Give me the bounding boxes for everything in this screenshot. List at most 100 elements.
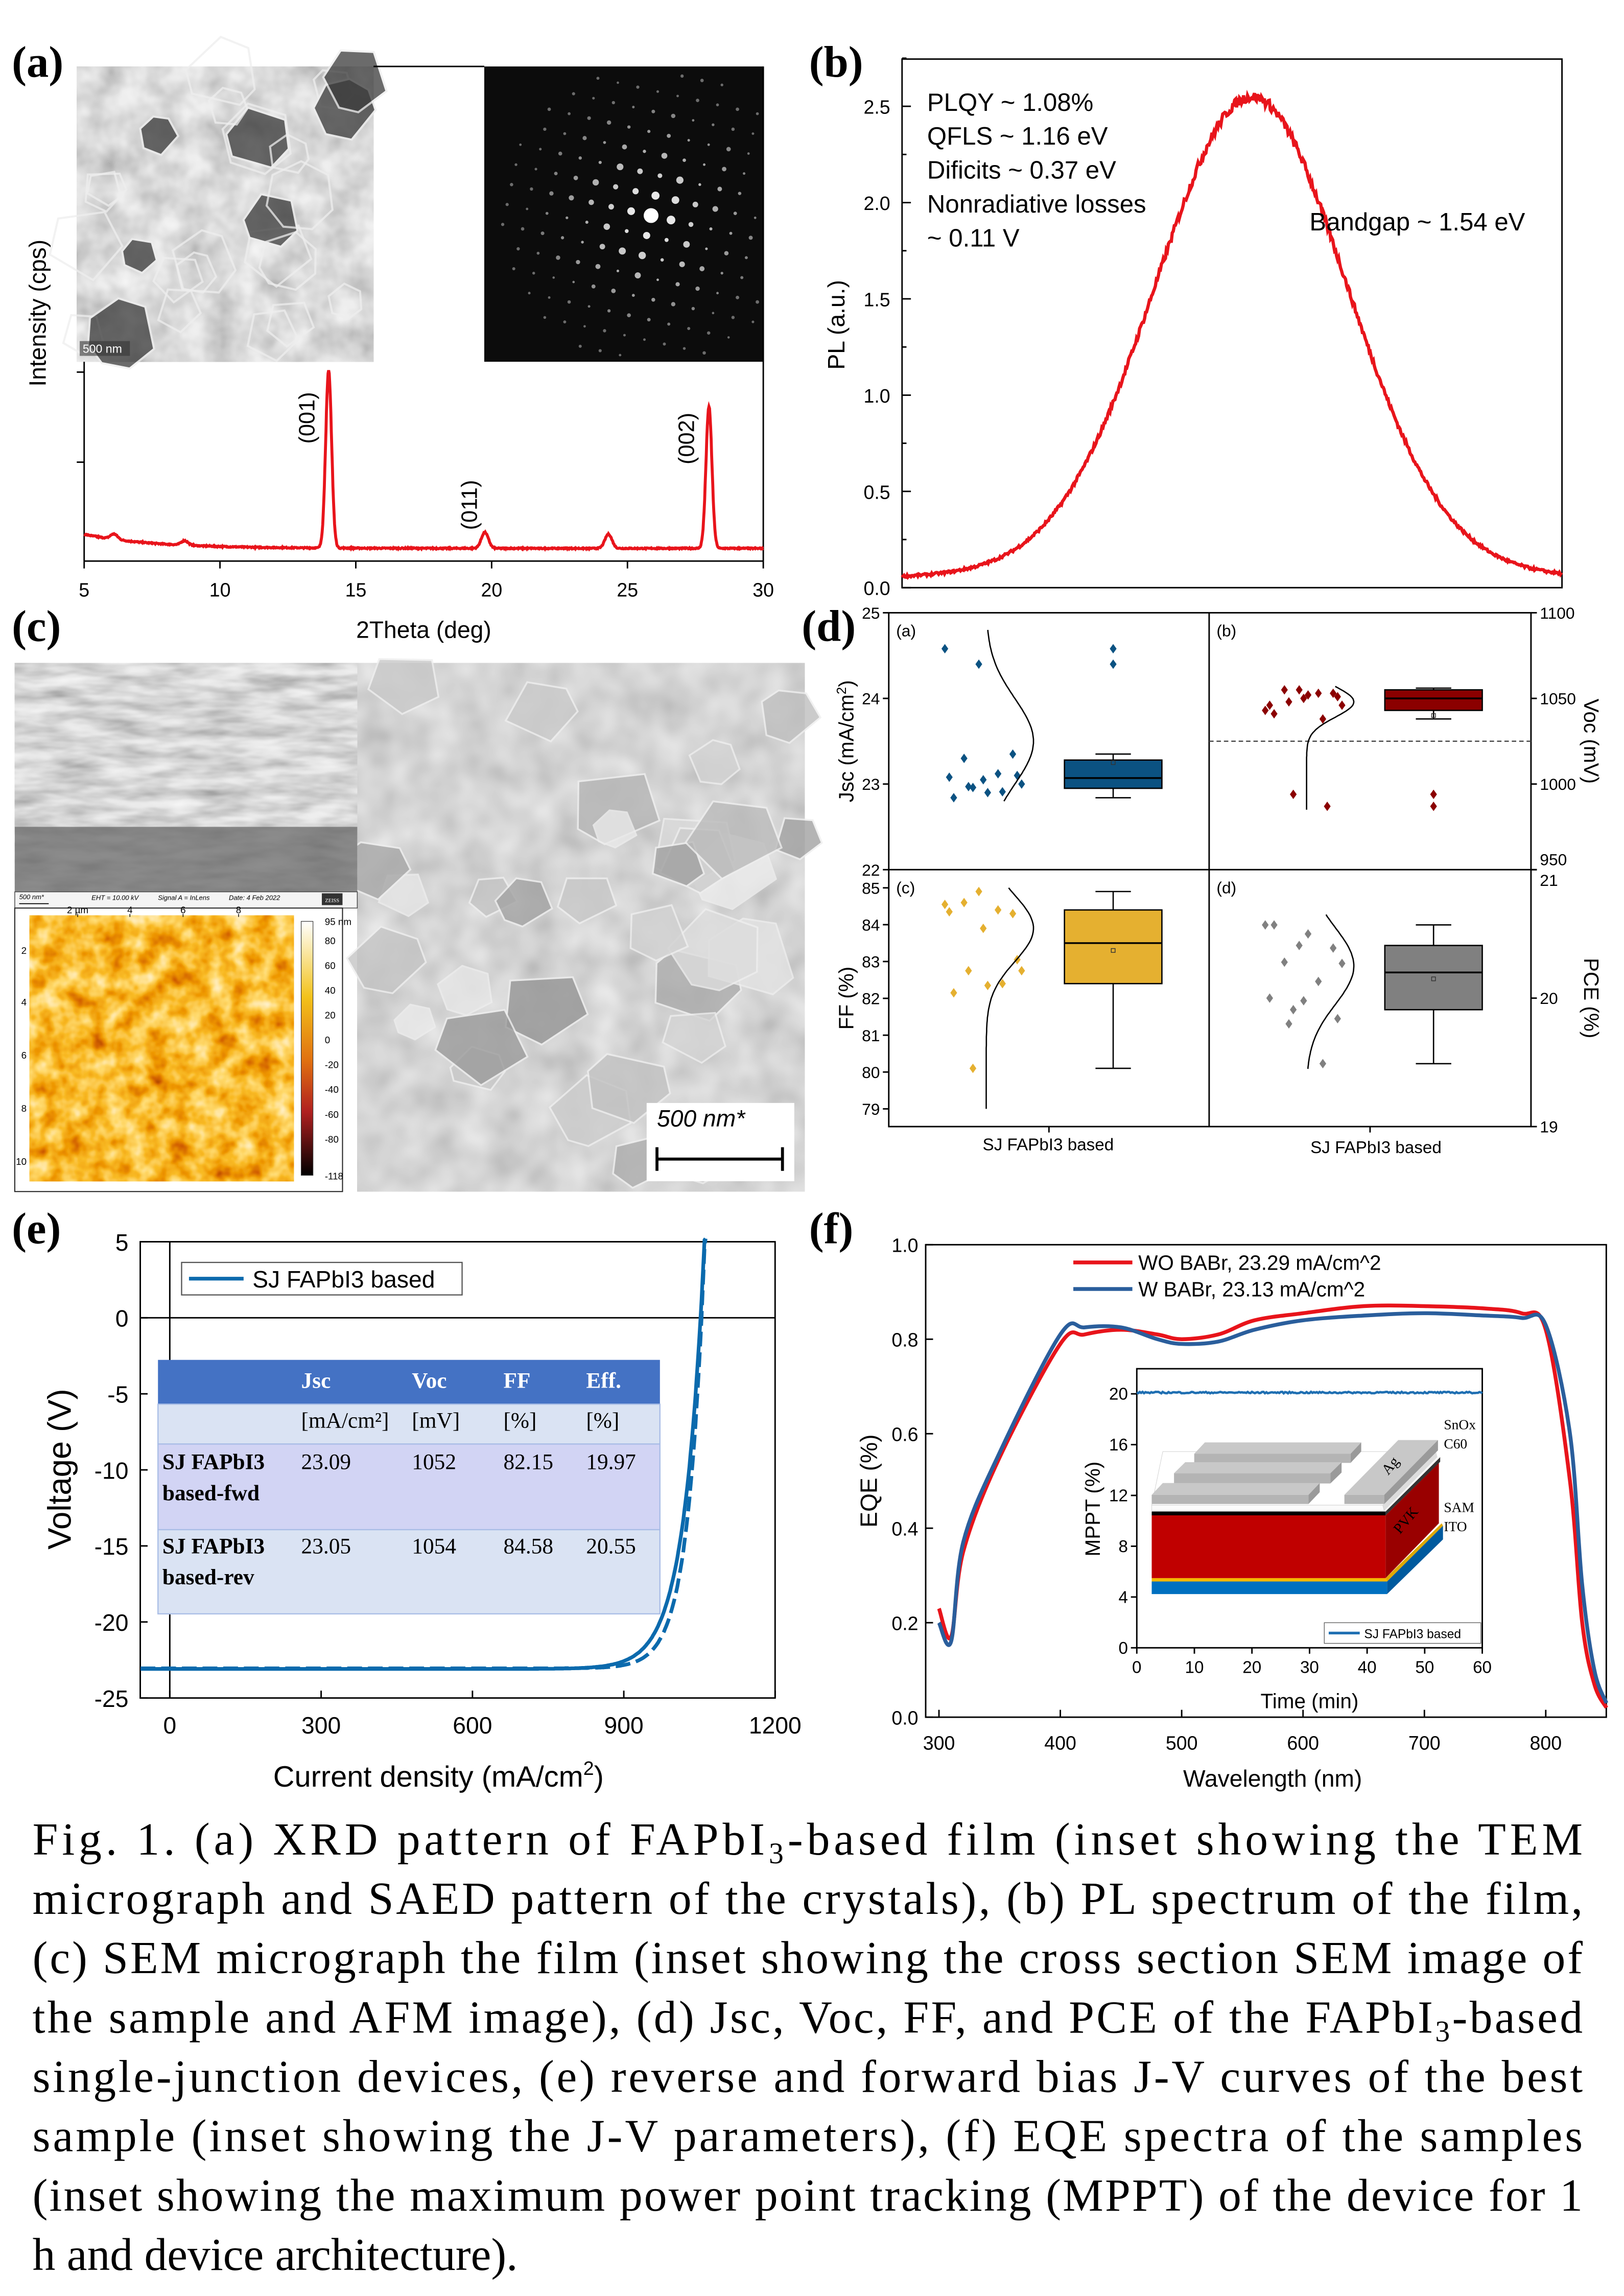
caption-text: single-junction devices, (e) reverse and… — [33, 2052, 1583, 2102]
eqe-y-tick-label: 0.2 — [891, 1613, 918, 1634]
data-point — [1324, 801, 1331, 811]
saed-spot — [657, 173, 663, 178]
sam-front — [1151, 1578, 1387, 1582]
table-units-row — [157, 1403, 661, 1445]
eqe-y-tick-label: 0.6 — [891, 1424, 918, 1445]
xrd-x-tick-label: 5 — [79, 579, 89, 601]
eqe-y-tick-label: 0.0 — [891, 1707, 918, 1729]
jv-x-tick-label: 600 — [453, 1712, 492, 1739]
sem-crystal — [761, 689, 822, 744]
saed-spot — [558, 151, 562, 156]
box-mean-marker — [1111, 948, 1116, 953]
table-unit-cell: [%] — [586, 1409, 619, 1433]
data-point — [1315, 688, 1322, 698]
tem-grain — [246, 309, 300, 362]
eqe-x-tick-label: 800 — [1529, 1732, 1562, 1754]
pl-y-tick-label: 0.0 — [863, 578, 890, 599]
data-point — [994, 769, 1002, 779]
saed-spot — [573, 175, 578, 180]
saed-spot — [691, 307, 695, 311]
caption-text: (c) SEM micrograph the film (inset showi… — [33, 1933, 1583, 1983]
saed-spot — [667, 133, 671, 138]
table-cell: 84.58 — [503, 1534, 553, 1558]
caption-text: -based — [1452, 1992, 1583, 2043]
saed-spot — [682, 347, 686, 350]
data-point — [1300, 693, 1307, 704]
eqe-legend: WO BABr, 23.29 mA/cm^2 W BABr, 23.13 mA/c… — [1073, 1251, 1381, 1301]
saed-spot — [688, 222, 694, 227]
saed-spot — [572, 280, 575, 284]
outlier-point — [1110, 644, 1117, 654]
data-point — [950, 793, 957, 803]
eqe-legend-label: W BABr, 23.13 mA/cm^2 — [1138, 1277, 1365, 1301]
data-point — [980, 775, 987, 785]
ag-bar-front — [1194, 1454, 1351, 1463]
subplot-tag: (c) — [896, 878, 915, 897]
data-point — [1009, 749, 1017, 759]
saed-spot — [709, 227, 713, 231]
jv-curve-rev — [140, 1238, 708, 1671]
afm-y-tick-label: 4 — [21, 997, 27, 1008]
saed-spot — [539, 148, 542, 151]
eqe-x-tick-label: 500 — [1166, 1732, 1198, 1754]
saed-spot — [656, 278, 659, 282]
saed-spot — [679, 261, 685, 267]
saed-spot — [592, 179, 599, 186]
saed-spot — [647, 318, 651, 322]
ag-bar-top — [1174, 1462, 1342, 1473]
saed-spot — [545, 212, 549, 215]
saed-spot — [632, 188, 639, 195]
sem-info-scale: 500 nm* — [19, 893, 44, 901]
table-cell: 23.05 — [301, 1534, 351, 1558]
table-unit-cell: [%] — [503, 1409, 536, 1433]
mppt-y-tick-label: 20 — [1109, 1385, 1128, 1404]
tem-grain — [86, 171, 123, 207]
ag-bar-side — [1350, 1442, 1361, 1463]
saed-spot — [619, 354, 622, 357]
mppt-y-tick-label: 12 — [1109, 1487, 1128, 1506]
saed-spot — [683, 241, 690, 248]
xrd-x-label: 2Theta (deg) — [356, 617, 491, 643]
sem-crystal — [393, 1003, 436, 1041]
pl-panel: 0.0 0.5 1.0 1.5 2.0 2.5 PLQY ~ 1.08% QFLS ~ 1.… — [823, 57, 1563, 599]
stats-category-right: SJ FAPbI3 based — [1310, 1138, 1442, 1157]
axis-label-end: ) — [834, 680, 858, 687]
afm-x-tick-label: 2 µm — [67, 904, 88, 915]
saed-spot — [696, 99, 699, 102]
saed-spot — [578, 344, 582, 348]
table-row-label: based-rev — [162, 1565, 254, 1589]
saed-spot — [705, 247, 708, 250]
data-point — [946, 772, 953, 782]
saed-spot — [526, 207, 529, 210]
sem-crystal — [684, 800, 783, 880]
stats-y-tick-label: 24 — [862, 690, 880, 708]
saed-spot — [608, 204, 614, 210]
eqe-x-tick-label: 400 — [1044, 1732, 1076, 1754]
subplot-tag: (d) — [1216, 878, 1236, 897]
saed-spot — [667, 216, 675, 225]
jv-x-label: Current density (mA/cm2) — [273, 1758, 604, 1793]
sem-scale-bar — [655, 1147, 784, 1171]
zeiss-logo — [322, 893, 343, 905]
data-point — [1296, 941, 1303, 950]
mppt-x-tick-label: 0 — [1132, 1658, 1141, 1677]
tem-scale-label: 500 nm — [83, 342, 122, 356]
ito-front — [1151, 1581, 1387, 1595]
box-mean-marker — [1431, 713, 1436, 718]
saed-spot — [636, 85, 640, 89]
saed-spot — [643, 231, 650, 239]
sem-crystal — [434, 1009, 529, 1087]
table-cell: 23.09 — [301, 1450, 351, 1474]
mppt-y-tick-label: 4 — [1118, 1588, 1127, 1607]
saed-spot — [680, 74, 684, 78]
data-point — [1334, 692, 1341, 701]
saed-spot — [663, 342, 666, 346]
data-point — [984, 788, 992, 798]
saed-spot — [596, 77, 600, 80]
saed-spot — [682, 158, 686, 162]
saed-spot — [603, 329, 606, 333]
saed-spot — [744, 256, 748, 260]
ag-bar-top — [1194, 1442, 1361, 1454]
saed-spot — [516, 247, 520, 251]
